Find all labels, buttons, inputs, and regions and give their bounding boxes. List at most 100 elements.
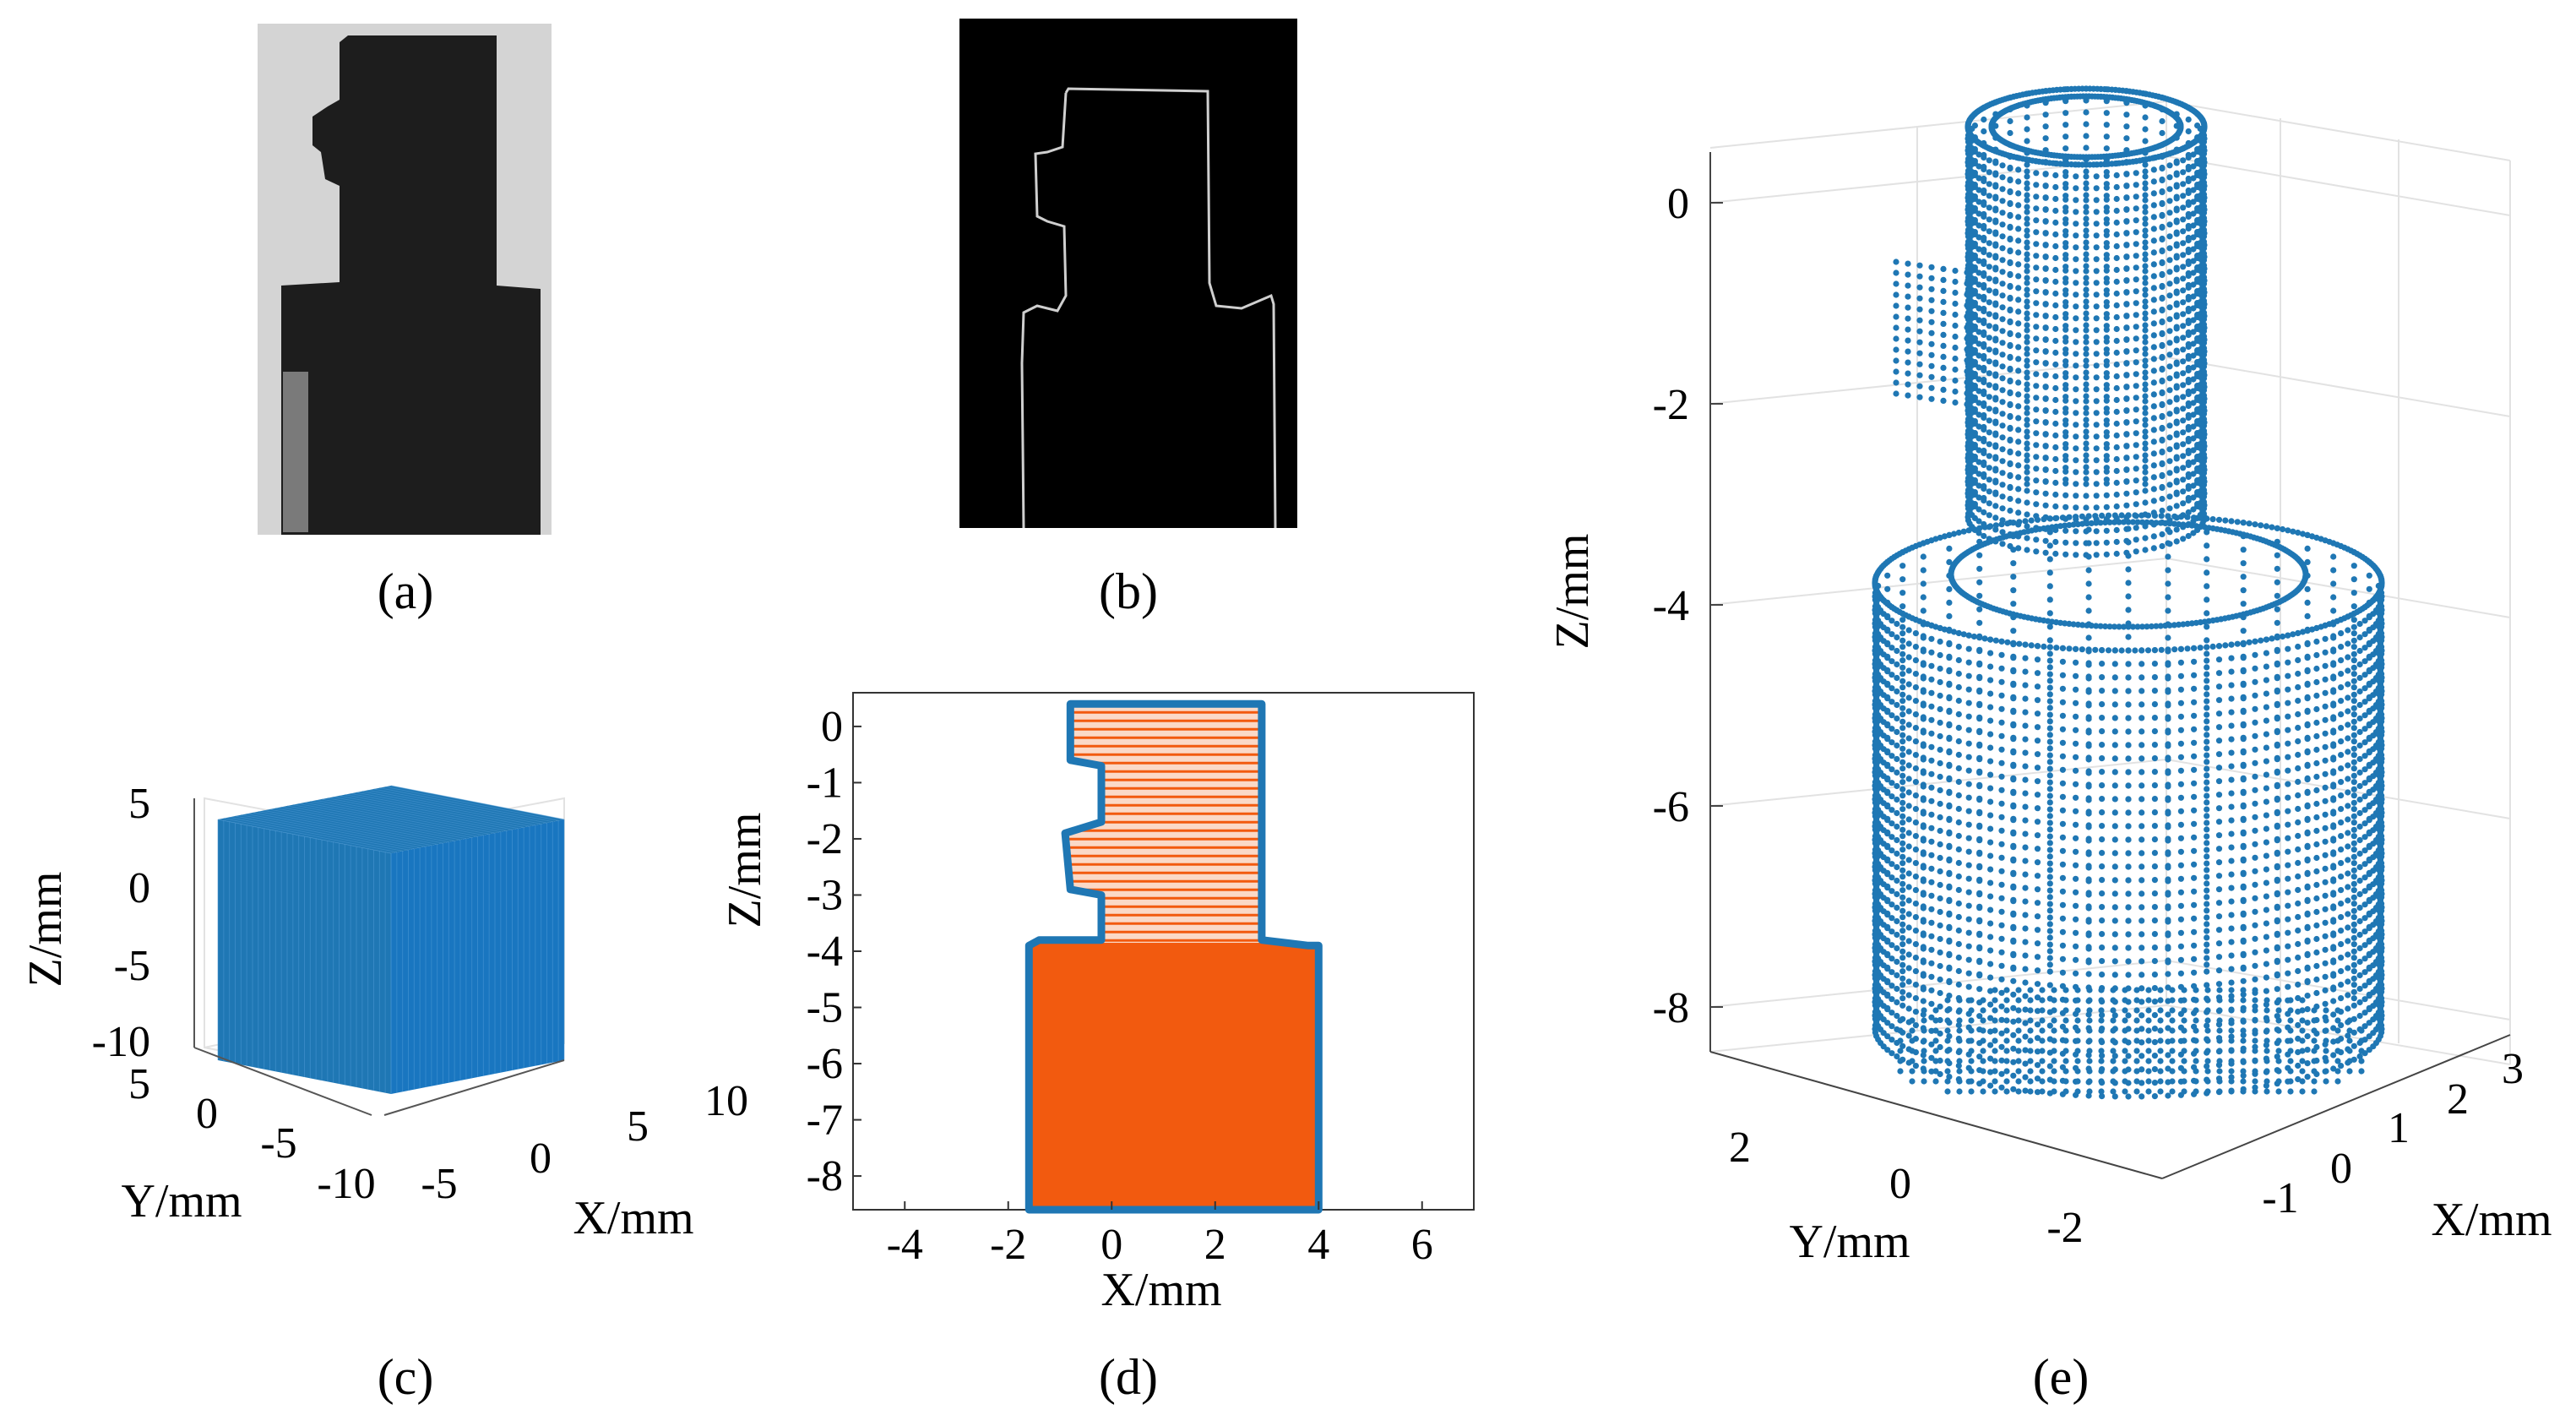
cloud-point (2322, 703, 2329, 710)
cloud-point (1916, 361, 1923, 367)
cloud-point (2142, 263, 2149, 269)
cloud-point (2204, 874, 2210, 880)
cloud-point (2263, 839, 2269, 846)
cloud-point (2150, 438, 2157, 445)
cloud-point (2204, 684, 2210, 691)
cloud-point (1986, 335, 1992, 341)
cloud-point (1998, 678, 2005, 685)
c-xtick: 5 (627, 1102, 649, 1151)
cloud-point (2073, 659, 2079, 666)
cloud-point (2177, 970, 2184, 977)
cloud-point (1998, 814, 2005, 820)
cloud-point (1928, 757, 1935, 764)
cloud-point (2123, 324, 2130, 331)
cloud-point (2042, 490, 2049, 497)
cloud-point (2062, 492, 2069, 498)
cloud-point (1912, 941, 1919, 948)
cloud-point (1999, 304, 2006, 311)
cloud-point (2263, 920, 2269, 927)
cloud-point (2228, 803, 2235, 810)
cloud-point (2046, 928, 2053, 934)
panel-d: 0-1-2-3-4-5-6-7-8 -4 -2 0 2 4 6 Z/mm X/mm (d) (719, 692, 1475, 1405)
cloud-point (2200, 262, 2208, 269)
cloud-point (2204, 860, 2210, 867)
cloud-point (1893, 291, 1899, 298)
cloud-point (1946, 856, 1953, 863)
cloud-point (2099, 863, 2106, 870)
cloud-point (2062, 145, 2069, 152)
cloud-point (2083, 322, 2090, 329)
cloud-point (1920, 918, 1927, 925)
cloud-point (1952, 388, 1959, 395)
cloud-point (1920, 864, 1927, 871)
cloud-point (2046, 860, 2053, 867)
cloud-point (1998, 692, 2005, 699)
cloud-point (2142, 209, 2149, 215)
cloud-point (1912, 928, 1919, 934)
cloud-point (1884, 640, 1891, 646)
cloud-point (2180, 252, 2187, 259)
cloud-point (2177, 699, 2184, 706)
cloud-point (2285, 862, 2291, 868)
cloud-point (1894, 863, 1900, 871)
cloud-point (2024, 173, 2030, 180)
cloud-point (2024, 416, 2030, 423)
cloud-point (2052, 337, 2059, 345)
cloud-point (1986, 311, 1992, 318)
cloud-point (2139, 877, 2145, 884)
cloud-point (2073, 197, 2079, 204)
cloud-point (1940, 298, 1947, 305)
cloud-point (1992, 276, 1999, 283)
cloud-point (1875, 785, 1882, 792)
cloud-point (2190, 246, 2197, 253)
cloud-point (2151, 1012, 2158, 1019)
cloud-point (2059, 726, 2066, 732)
cloud-point (2062, 193, 2069, 199)
cloud-point (2330, 998, 2337, 1004)
cloud-point (2033, 536, 2040, 543)
cloud-point (2151, 688, 2158, 694)
cloud-point (2083, 256, 2090, 263)
cloud-point (1952, 267, 1959, 275)
cloud-point (2139, 728, 2145, 735)
cloud-point (2180, 358, 2187, 365)
cloud-point (1986, 358, 1992, 365)
cloud-point (2139, 823, 2145, 830)
cloud-point (2022, 966, 2029, 972)
cloud-point (2046, 846, 2053, 853)
cloud-point (2062, 441, 2069, 448)
cloud-point (2073, 754, 2079, 760)
cloud-point (2200, 144, 2208, 150)
cloud-point (2007, 366, 2014, 373)
d-profile-outline (1024, 699, 1323, 1214)
cloud-point (2356, 999, 2363, 1006)
cloud-point (2142, 476, 2149, 482)
d-xtick: 0 (1101, 1221, 1122, 1269)
cloud-point (2350, 786, 2357, 792)
cloud-point (1952, 377, 1959, 384)
cube-point-row (292, 804, 466, 840)
cloud-point (1940, 353, 1947, 360)
cloud-point (1955, 765, 1962, 772)
cloud-point (2191, 942, 2198, 949)
cloud-point (1999, 292, 2006, 299)
cloud-point (2033, 288, 2040, 295)
cloud-point (2350, 732, 2357, 738)
cloud-point (1894, 634, 1900, 641)
cloud-point (2159, 330, 2166, 338)
cloud-point (2350, 1002, 2357, 1009)
cloud-point (1884, 964, 1891, 971)
cloud-point (2142, 464, 2149, 471)
cloud-point (1940, 276, 1947, 283)
cloud-point (1999, 340, 2006, 346)
cloud-point (2083, 275, 2090, 281)
c-xtick: 10 (704, 1077, 748, 1125)
cloud-point (2185, 459, 2192, 466)
cloud-point (1875, 744, 1882, 752)
cloud-point (2185, 187, 2192, 194)
cloud-point (1899, 691, 1906, 698)
cloud-point (2133, 371, 2139, 378)
cloud-point (1920, 675, 1927, 682)
cloud-point (2093, 339, 2100, 346)
cloud-point (1916, 372, 1923, 378)
